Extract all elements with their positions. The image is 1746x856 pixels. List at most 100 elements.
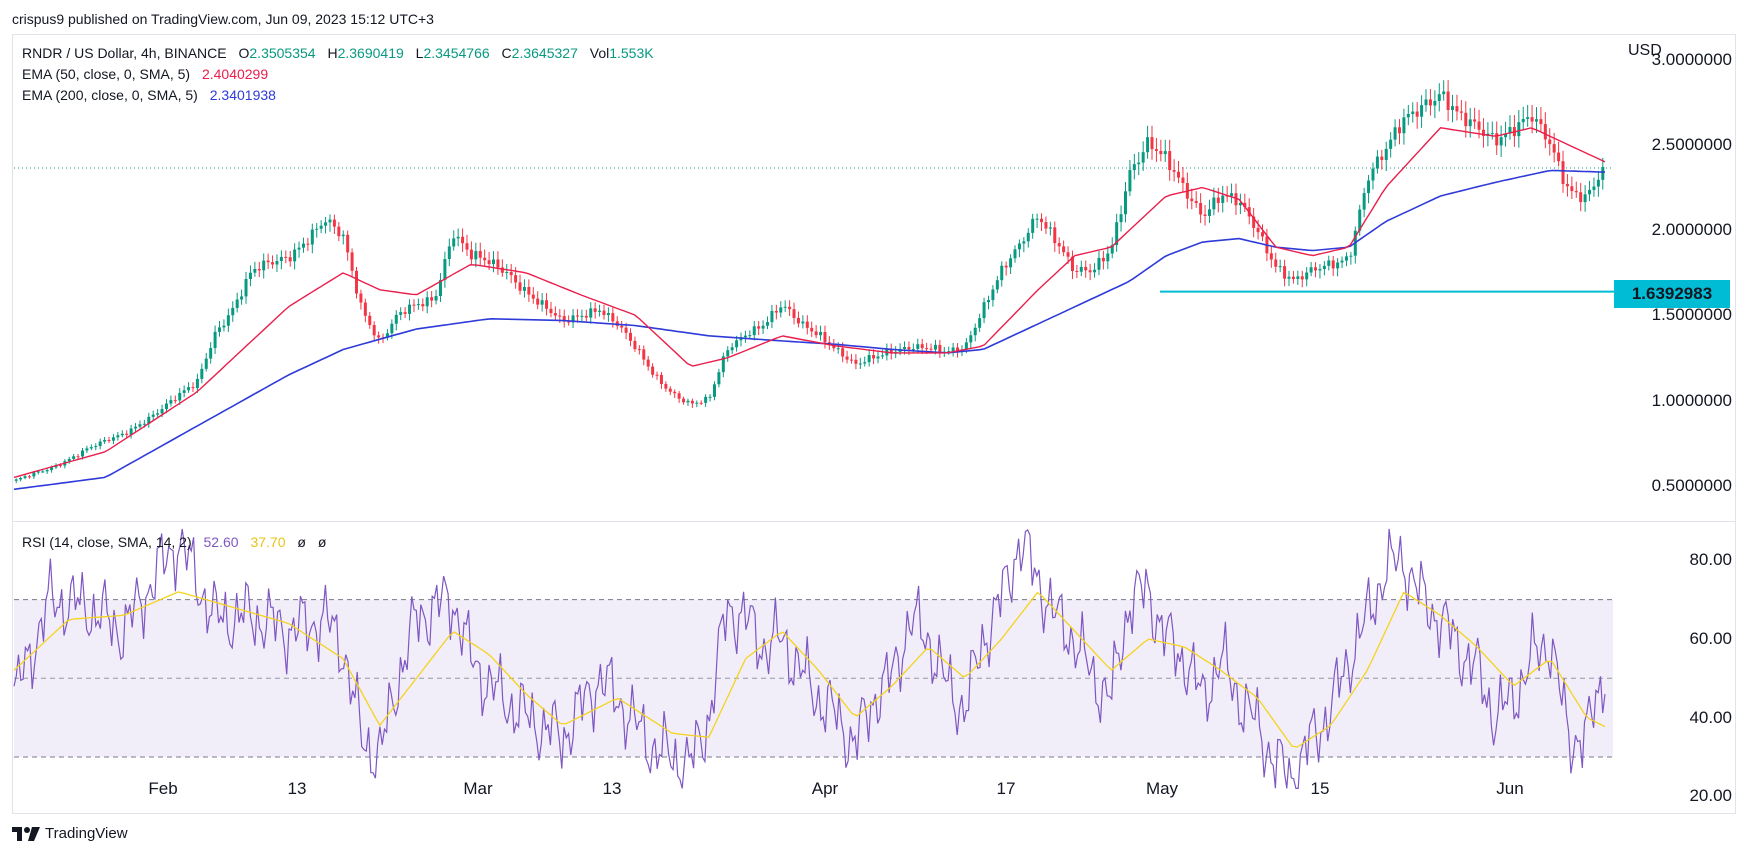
- candle-body: [836, 348, 840, 350]
- candle-body: [32, 472, 36, 477]
- low-key: L: [415, 45, 424, 61]
- candle-body: [125, 433, 129, 435]
- candle-body: [1508, 127, 1512, 134]
- rsi-tick-label: 20.00: [1689, 786, 1732, 806]
- candle-body: [1000, 265, 1004, 281]
- candle-body: [1048, 227, 1052, 229]
- candle-body: [779, 307, 783, 313]
- candle-body: [452, 238, 456, 247]
- candle-body: [1075, 271, 1079, 273]
- candle-body: [867, 355, 871, 363]
- candle-body: [116, 435, 120, 438]
- candle-body: [1543, 124, 1547, 140]
- time-tick-label: Mar: [463, 779, 493, 798]
- candle-body: [443, 259, 447, 280]
- ema50-legend[interactable]: EMA (50, close, 0, SMA, 5) 2.4040299: [22, 66, 268, 82]
- candle-body: [911, 348, 915, 350]
- candle-body: [580, 315, 584, 317]
- candle-body: [1207, 209, 1211, 216]
- candle-body: [1172, 170, 1176, 172]
- candle-body: [735, 340, 739, 348]
- candle-body: [699, 402, 703, 404]
- candle-body: [1539, 119, 1543, 125]
- candle-body: [1221, 195, 1225, 203]
- ema200-legend[interactable]: EMA (200, close, 0, SMA, 5) 2.3401938: [22, 87, 276, 103]
- candle-body: [743, 335, 747, 338]
- candle-body: [1495, 133, 1499, 146]
- candle-body: [408, 304, 412, 314]
- candle-body: [1499, 137, 1503, 146]
- candle-body: [337, 226, 341, 237]
- time-tick-label: Feb: [148, 779, 178, 798]
- price-tick-label: 2.0000000: [1651, 220, 1732, 240]
- candle-body: [553, 313, 557, 316]
- candle-body: [1504, 133, 1508, 138]
- rsi-chart-panel[interactable]: [12, 521, 1736, 814]
- candle-body: [27, 476, 31, 478]
- candle-body: [271, 262, 275, 265]
- candle-body: [1137, 162, 1141, 165]
- candle-body: [841, 348, 845, 357]
- candle-body: [1101, 257, 1105, 262]
- candle-body: [1009, 258, 1013, 268]
- candle-body: [805, 321, 809, 328]
- tradingview-footer[interactable]: TradingView: [12, 825, 128, 842]
- candle-body: [1274, 259, 1278, 267]
- time-tick-label: 13: [602, 779, 622, 798]
- candle-body: [1481, 129, 1485, 136]
- candle-body: [355, 270, 359, 294]
- open-value: 2.3505354: [249, 45, 316, 61]
- brand-name: TradingView: [45, 825, 128, 842]
- candle-body: [770, 310, 774, 323]
- candle-body: [1570, 186, 1574, 192]
- candle-body: [244, 279, 248, 297]
- candle-body: [218, 327, 222, 332]
- candle-body: [986, 300, 990, 303]
- candle-body: [664, 383, 668, 389]
- candle-body: [1583, 194, 1587, 203]
- candle-body: [58, 465, 62, 467]
- candle-body: [682, 398, 686, 403]
- ema200-label: EMA (200, close, 0, SMA, 5): [22, 87, 198, 103]
- candle-body: [478, 251, 482, 258]
- candle-body: [726, 350, 730, 357]
- candle-body: [549, 308, 553, 314]
- candle-body: [1557, 152, 1561, 162]
- candle-body: [76, 456, 80, 458]
- candle-body: [213, 331, 217, 349]
- candle-body: [1389, 139, 1393, 149]
- candle-body: [1397, 127, 1401, 134]
- candle-body: [377, 335, 381, 338]
- ema50-value: 2.4040299: [201, 66, 269, 82]
- candle-body: [823, 332, 827, 343]
- candle-body: [483, 257, 487, 261]
- candle-body: [332, 219, 336, 227]
- candle-body: [1199, 203, 1203, 215]
- candle-body: [1168, 151, 1172, 171]
- candle-body: [204, 358, 208, 369]
- candle-body: [72, 456, 76, 459]
- ema200-value: 2.3401938: [209, 87, 276, 103]
- candle-body: [1177, 171, 1181, 178]
- candle-body: [1455, 106, 1459, 112]
- candle-body: [858, 363, 862, 365]
- candle-body: [1017, 243, 1021, 250]
- candle-body: [240, 296, 244, 300]
- candle-body: [907, 346, 911, 350]
- candle-body: [50, 467, 54, 471]
- candle-body: [169, 400, 173, 404]
- candle-body: [1314, 267, 1318, 271]
- rsi-legend[interactable]: RSI (14, close, SMA, 14, 2) 52.60 37.70 …: [22, 534, 326, 550]
- candle-body: [434, 296, 438, 301]
- candle-body: [783, 306, 787, 308]
- candle-body: [505, 271, 509, 273]
- candle-body: [1561, 161, 1565, 184]
- candle-body: [1212, 197, 1216, 210]
- candle-body: [1464, 112, 1468, 127]
- candle-body: [1260, 232, 1264, 237]
- rsi-null-2: ø: [317, 534, 327, 550]
- candle-body: [1446, 91, 1450, 110]
- candle-body: [1451, 106, 1455, 110]
- candle-body: [695, 402, 699, 404]
